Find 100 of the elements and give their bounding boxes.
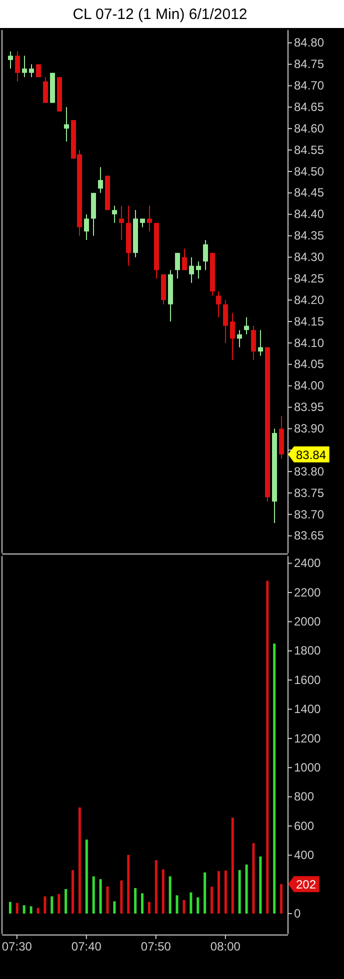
bar [217, 871, 220, 914]
bar [266, 580, 269, 914]
bar [259, 856, 262, 914]
x-tick-label: 08:00 [210, 940, 241, 954]
bar [22, 905, 26, 914]
candlestick [175, 252, 180, 280]
candlestick [237, 330, 242, 348]
y-tick-label: 83.75 [294, 486, 324, 500]
candlestick [22, 55, 27, 78]
y-tick-label: 2000 [294, 614, 322, 629]
y-tick-label: 83.70 [294, 507, 324, 522]
bar [196, 897, 200, 914]
candlestick [244, 316, 249, 335]
bar [8, 902, 12, 914]
annotation: 202 [296, 878, 316, 892]
y-tick-label: 84.40 [294, 207, 324, 222]
y-tick-label: 800 [294, 790, 314, 804]
y-tick-label: 1200 [294, 731, 322, 746]
y-tick-label: 400 [294, 848, 314, 862]
x-tick-label: 07:30 [2, 940, 32, 954]
chart-title: CL 07-12 (1 Min) 6/1/2012 [72, 6, 248, 23]
bar [148, 902, 150, 914]
candlestick [8, 50, 13, 70]
y-tick-label: 1800 [294, 644, 322, 658]
bar [280, 884, 283, 914]
bar [231, 818, 234, 914]
candlestick [147, 205, 152, 232]
bar [72, 870, 74, 914]
y-tick-label: 83.90 [294, 422, 324, 436]
bar [190, 892, 192, 914]
bar [113, 901, 116, 914]
bar [99, 879, 102, 914]
y-tick-label: 2200 [294, 585, 322, 600]
candlestick [43, 76, 48, 104]
bar [92, 876, 95, 914]
candlestick [223, 300, 228, 344]
y-tick-label: 84.20 [294, 292, 324, 307]
bar [50, 896, 54, 914]
y-tick-label: 84.70 [294, 78, 324, 93]
bar [36, 908, 40, 914]
y-tick-label: 84.75 [294, 57, 324, 72]
bar [224, 870, 227, 914]
y-tick-label: 84.65 [294, 100, 324, 114]
y-tick-label: 84.50 [294, 164, 324, 178]
y-tick-label: 83.80 [294, 464, 324, 478]
candlestick [98, 166, 103, 194]
candlestick [196, 260, 201, 280]
bar [245, 864, 248, 914]
y-tick-label: 84.60 [294, 121, 324, 136]
annotation: 83.84 [296, 448, 326, 462]
bar [127, 854, 130, 914]
candlestick [119, 205, 124, 241]
y-tick-label: 2400 [294, 556, 322, 570]
bar [134, 888, 137, 914]
bar [210, 886, 214, 914]
candlestick [216, 291, 221, 318]
y-tick-label: 84.55 [294, 142, 324, 157]
bar [16, 902, 18, 914]
x-tick-label: 07:50 [140, 940, 172, 954]
x-tick-label: 07:40 [71, 940, 102, 954]
candlestick [64, 106, 69, 142]
y-tick-label: 84.45 [294, 186, 324, 200]
bar [204, 872, 206, 914]
bar [64, 889, 68, 914]
y-tick-label: 83.65 [294, 528, 324, 543]
bar [154, 860, 158, 914]
y-tick-label: 84.15 [294, 314, 324, 328]
bar [141, 893, 144, 914]
bar [106, 886, 109, 914]
candlestick [251, 325, 256, 361]
y-tick-label: 84.35 [294, 228, 324, 243]
y-tick-label: 1400 [294, 702, 322, 716]
bar [85, 840, 88, 914]
bar [30, 906, 32, 914]
candlestick [182, 248, 187, 271]
y-tick-label: 83.95 [294, 400, 324, 414]
bar [182, 900, 186, 914]
bar [44, 896, 46, 914]
y-tick-label: 84.05 [294, 357, 324, 372]
candlestick [112, 205, 117, 224]
y-tick-label: 600 [294, 818, 314, 833]
y-tick-label: 84.30 [294, 250, 324, 264]
bar [78, 807, 81, 914]
bar [162, 869, 164, 914]
y-tick-label: 84.00 [294, 378, 324, 393]
y-tick-label: 84.80 [294, 36, 324, 50]
bar [273, 644, 276, 914]
bar [252, 843, 255, 914]
y-tick-label: 1600 [294, 672, 322, 687]
y-tick-label: 84.10 [294, 336, 324, 350]
bar [168, 876, 172, 914]
candlestick [203, 240, 208, 271]
y-tick-label: 1000 [294, 760, 322, 774]
candlestick [189, 256, 194, 284]
bar [238, 870, 241, 914]
y-tick-label: 84.25 [294, 271, 324, 286]
candlestick [15, 50, 20, 82]
candlestick [230, 312, 235, 361]
candlestick [29, 64, 34, 78]
bar [176, 895, 178, 914]
